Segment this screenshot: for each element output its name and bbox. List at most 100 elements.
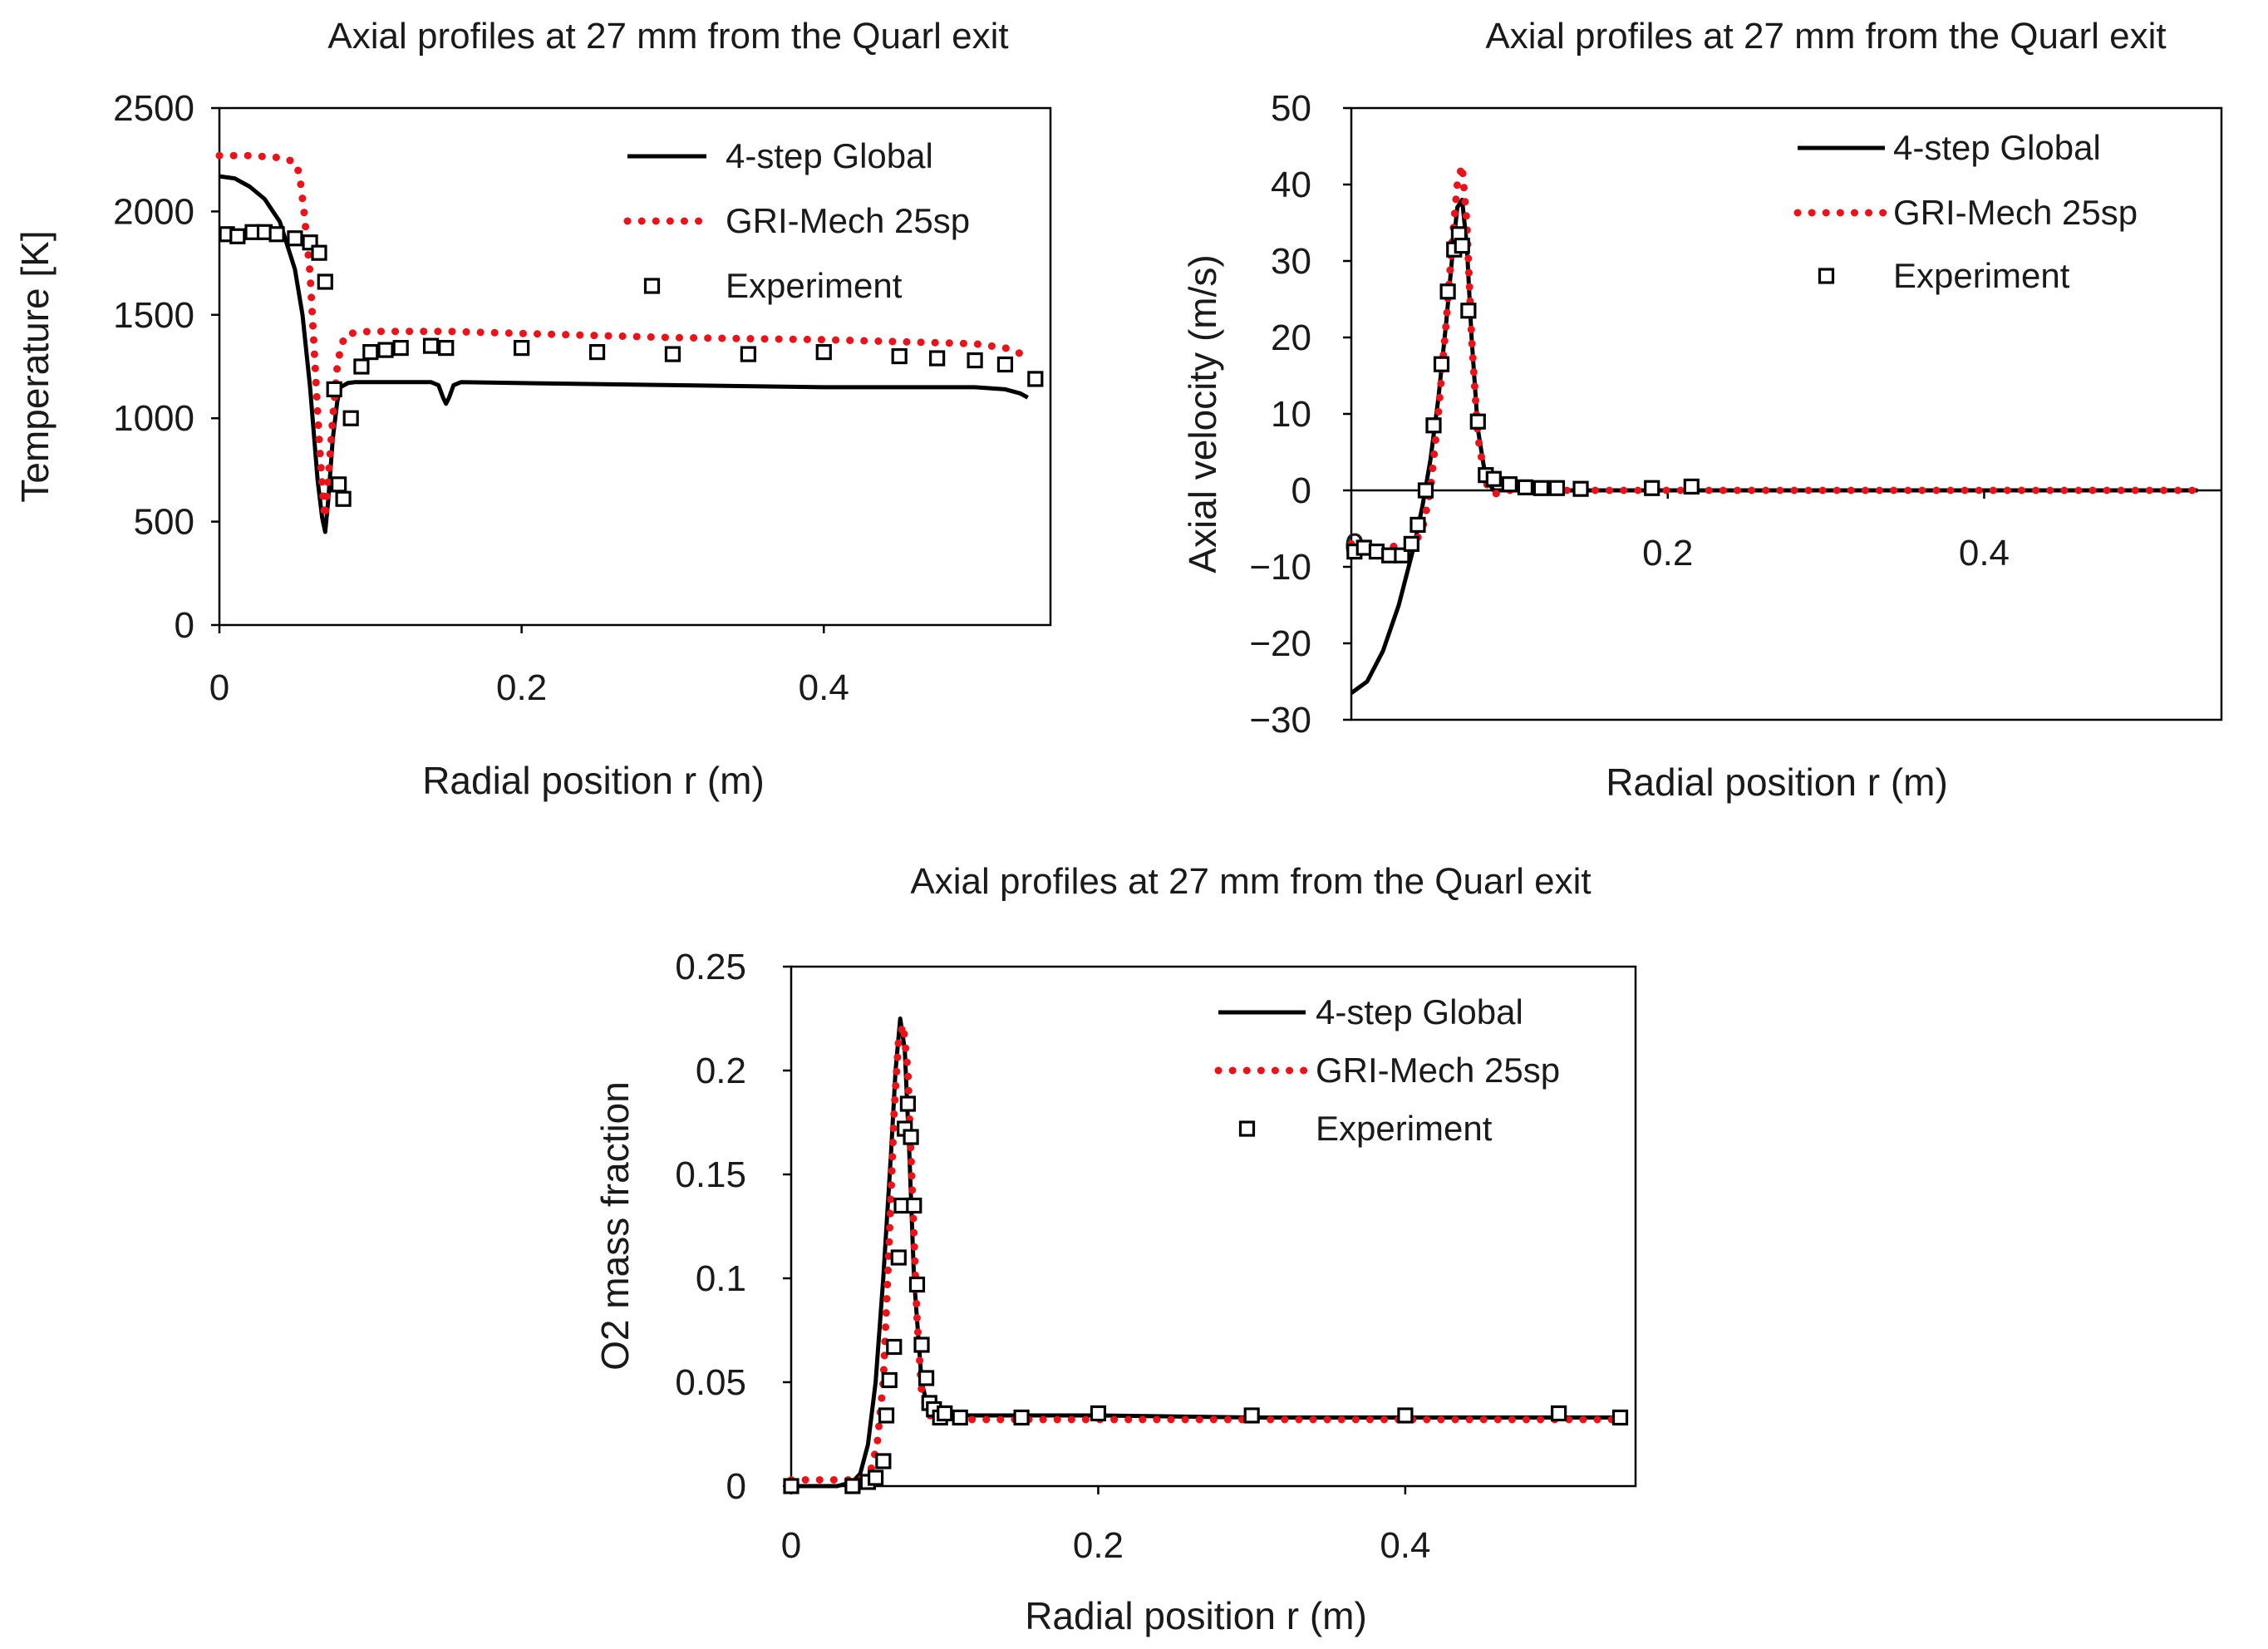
y-tick-label: 0 (1291, 470, 1311, 511)
data-point (287, 230, 303, 247)
y-tick-label: 1500 (113, 295, 194, 336)
legend-marker (1238, 1120, 1256, 1137)
x-tick-label: 0.4 (799, 667, 849, 708)
data-point (1551, 1405, 1567, 1422)
data-point (918, 1370, 935, 1386)
data-point (1572, 480, 1589, 497)
x-axis-label: Radial position r (m) (1606, 761, 1948, 804)
legend-label: GRI-Mech 25sp (726, 201, 970, 240)
legend-label: Experiment (1316, 1109, 1493, 1148)
data-point (438, 340, 455, 357)
data-point (937, 1405, 953, 1422)
y-tick-label: −20 (1249, 623, 1311, 664)
series-experiment (783, 1095, 1629, 1494)
data-point (1027, 371, 1044, 387)
data-point (908, 1276, 926, 1293)
y-tick-label: 20 (1271, 317, 1311, 358)
data-point (229, 228, 246, 244)
y-tick-label: 10 (1271, 394, 1311, 435)
chart-title: Axial profiles at 27 mm from the Quarl e… (327, 16, 1008, 57)
legend: 4-step Global GRI-Mech 25sp Experiment (1793, 128, 2138, 295)
data-point (514, 340, 530, 357)
data-point (1548, 480, 1566, 496)
data-point (899, 1095, 916, 1112)
series-line (787, 1021, 1624, 1484)
data-point (1090, 1405, 1107, 1422)
y-axis-label: Temperature [K] (13, 230, 57, 502)
data-point (1368, 543, 1385, 560)
data-point (335, 490, 352, 507)
y-tick-label: 0 (175, 605, 194, 646)
legend-label: 4-step Global (1893, 128, 2101, 167)
plot-area-frame (790, 965, 1637, 1488)
data-point (881, 1371, 898, 1389)
data-point (890, 1249, 907, 1266)
data-point (588, 343, 606, 361)
data-point (326, 381, 342, 397)
data-point (353, 358, 370, 375)
chart-3: Axial profiles at 27 mm from the Quarl e… (593, 861, 1637, 1637)
y-tick-label: 0.1 (696, 1258, 746, 1299)
y-tick-label: 0 (726, 1466, 746, 1507)
y-tick-label: 2500 (113, 88, 194, 129)
data-point (1460, 303, 1477, 319)
data-point (1485, 470, 1502, 487)
x-tick-label: 0.4 (1380, 1525, 1430, 1566)
data-point (903, 1129, 919, 1145)
data-point (664, 346, 681, 362)
data-point (311, 244, 327, 261)
series-4-step-global (219, 174, 1029, 534)
y-tick-label: 500 (134, 502, 194, 543)
data-point (1403, 535, 1419, 553)
y-axis-label: O2 mass fraction (593, 1081, 637, 1371)
data-point (1013, 1409, 1030, 1426)
data-point (967, 352, 983, 369)
data-point (891, 347, 908, 365)
data-point (1683, 478, 1700, 495)
data-point (783, 1478, 799, 1494)
data-point (342, 410, 359, 426)
y-tick-label: 0.2 (696, 1051, 746, 1091)
chart-title: Axial profiles at 27 mm from the Quarl e… (910, 861, 1591, 902)
data-point (377, 342, 394, 358)
data-point (1410, 516, 1426, 534)
series-experiment (219, 224, 1044, 507)
data-point (1425, 417, 1442, 434)
legend-label: GRI-Mech 25sp (1316, 1051, 1560, 1090)
chart-2: Axial profiles at 27 mm from the Quarl e… (1181, 16, 2223, 804)
data-point (952, 1409, 968, 1426)
y-tick-label: −30 (1249, 700, 1311, 741)
series-experiment (1346, 226, 1700, 564)
y-tick-label: 40 (1271, 165, 1311, 205)
y-tick-label: 0.05 (675, 1362, 746, 1403)
y-tick-label: 1000 (113, 398, 194, 439)
y-tick-label: 0.15 (675, 1154, 746, 1195)
legend-label: 4-step Global (726, 136, 933, 175)
data-point (317, 273, 333, 290)
y-axis-label: Axial velocity (m/s) (1181, 254, 1224, 573)
x-tick-label: 0.2 (1642, 533, 1693, 573)
legend: 4-step Global GRI-Mech 25sp Experiment (623, 136, 970, 305)
data-point (362, 343, 379, 361)
data-point (886, 1338, 903, 1356)
chart-title: Axial profiles at 27 mm from the Quarl e… (1485, 16, 2166, 57)
data-point (422, 337, 440, 354)
legend-label: Experiment (726, 266, 903, 305)
legend-label: Experiment (1893, 256, 2070, 295)
data-point (875, 1453, 892, 1469)
data-point (878, 1407, 895, 1424)
data-point (844, 1478, 861, 1494)
data-point (740, 346, 756, 362)
x-tick-label: 0.2 (1073, 1525, 1124, 1566)
data-point (906, 1197, 922, 1214)
data-point (996, 356, 1014, 373)
y-tick-label: −10 (1249, 547, 1311, 588)
data-point (1454, 238, 1470, 254)
y-tick-label: 0.25 (675, 947, 746, 987)
data-point (1381, 547, 1398, 564)
data-point (929, 350, 946, 367)
data-point (815, 343, 832, 361)
data-point (913, 1336, 930, 1353)
